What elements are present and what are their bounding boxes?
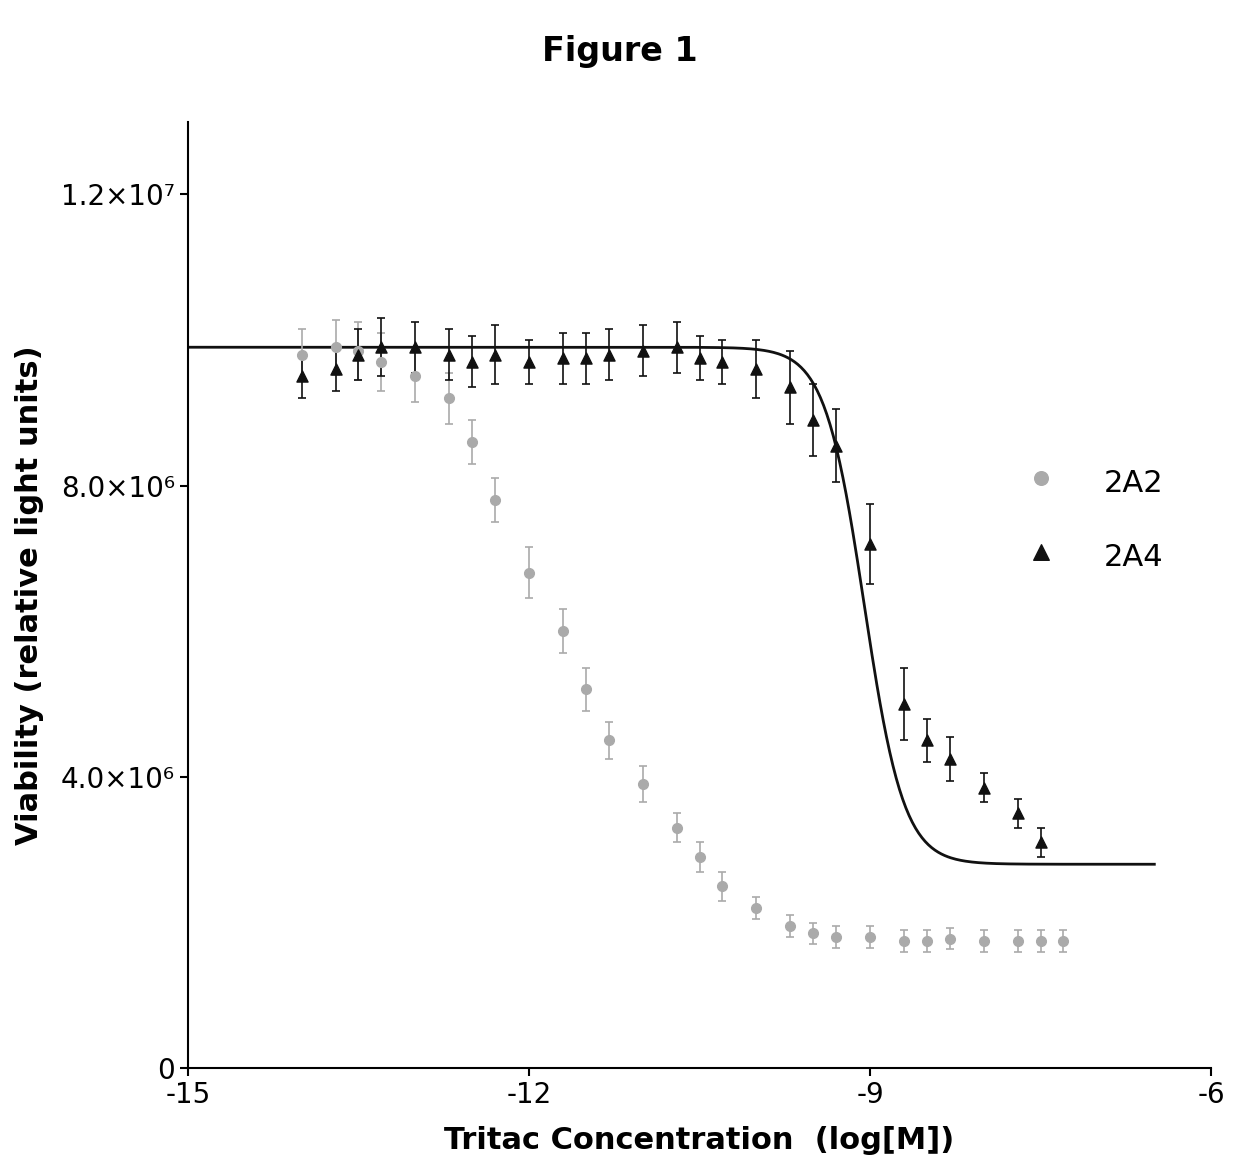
2A4 — [667, 338, 687, 357]
2A2 — [371, 352, 391, 371]
2A4 — [463, 352, 482, 371]
2A2 — [746, 899, 766, 917]
2A2 — [1008, 931, 1028, 950]
2A4 — [520, 352, 539, 371]
2A2 — [689, 847, 709, 866]
2A2 — [940, 929, 960, 948]
2A4 — [371, 338, 391, 357]
2A2 — [405, 367, 425, 386]
Y-axis label: Viability (relative light units): Viability (relative light units) — [15, 345, 43, 845]
2A2 — [973, 931, 993, 950]
2A4 — [553, 349, 573, 367]
2A2 — [553, 622, 573, 641]
2A2 — [599, 731, 619, 750]
2A2 — [667, 819, 687, 838]
2A2 — [1030, 931, 1050, 950]
2A4 — [894, 695, 914, 714]
2A4 — [348, 345, 368, 364]
2A2 — [520, 564, 539, 583]
2A2 — [485, 490, 505, 509]
2A2 — [894, 931, 914, 950]
2A2 — [291, 345, 311, 364]
Text: Figure 1: Figure 1 — [542, 35, 698, 68]
2A2 — [463, 433, 482, 452]
2A2 — [712, 876, 732, 895]
2A4 — [918, 731, 937, 750]
2A2 — [439, 388, 459, 407]
2A4 — [804, 411, 823, 429]
2A4 — [405, 338, 425, 357]
2A4 — [712, 352, 732, 371]
2A2 — [348, 342, 368, 360]
2A2 — [575, 680, 595, 698]
2A2 — [861, 928, 880, 947]
2A4 — [599, 345, 619, 364]
2A2 — [632, 775, 652, 793]
2A4 — [632, 342, 652, 360]
2A4 — [940, 749, 960, 768]
2A4 — [575, 349, 595, 367]
2A2 — [918, 931, 937, 950]
2A4 — [1030, 833, 1050, 852]
2A4 — [291, 367, 311, 386]
2A4 — [973, 778, 993, 797]
X-axis label: Tritac Concentration  (log[M]): Tritac Concentration (log[M]) — [444, 1126, 955, 1155]
2A4 — [485, 345, 505, 364]
2A4 — [326, 359, 346, 378]
2A4 — [861, 535, 880, 553]
2A2 — [326, 338, 346, 357]
2A4 — [780, 378, 800, 397]
2A2 — [1054, 931, 1074, 950]
2A4 — [826, 436, 846, 455]
2A4 — [746, 359, 766, 378]
Legend: 2A2, 2A4: 2A2, 2A4 — [991, 452, 1176, 587]
2A4 — [689, 349, 709, 367]
2A4 — [439, 345, 459, 364]
2A2 — [780, 917, 800, 936]
2A4 — [1008, 804, 1028, 823]
2A2 — [804, 924, 823, 943]
2A2 — [826, 928, 846, 947]
